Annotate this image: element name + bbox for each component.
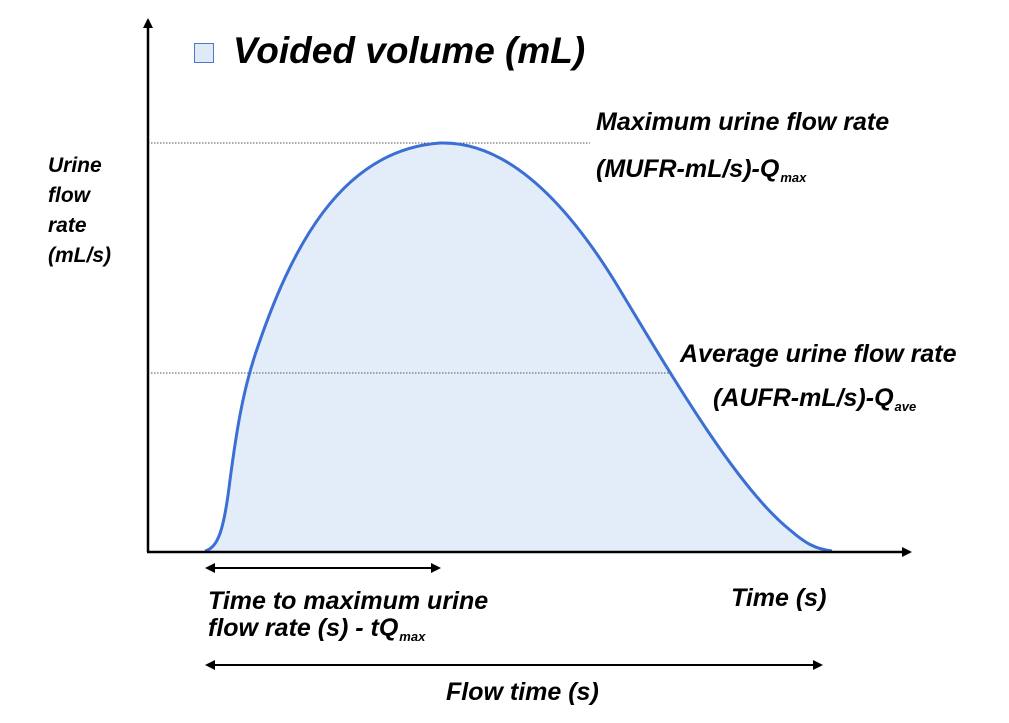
flow-curve bbox=[204, 141, 833, 553]
average-flow-label: Average urine flow rate bbox=[680, 340, 957, 368]
max-flow-subscript: max bbox=[780, 170, 807, 185]
time-to-max-abbrev-text: flow rate (s) - tQ bbox=[208, 614, 399, 642]
y-axis-label-line: rate bbox=[48, 214, 87, 237]
flow-time-label: Flow time (s) bbox=[446, 678, 599, 706]
max-flow-abbrev-text: (MUFR-mL/s)-Q bbox=[596, 155, 780, 183]
max-flow-label: Maximum urine flow rate bbox=[596, 108, 890, 136]
max-flow-abbrev: (MUFR-mL/s)-Qmax bbox=[596, 155, 806, 185]
x-axis-label: Time (s) bbox=[731, 584, 827, 612]
y-axis-label-line: Urine bbox=[48, 154, 102, 177]
average-flow-subscript: ave bbox=[894, 399, 917, 414]
average-flow-abbrev-text: (AUFR-mL/s)-Q bbox=[713, 384, 894, 412]
voided-volume-area bbox=[205, 142, 832, 552]
y-axis-label-line: flow bbox=[48, 184, 90, 207]
legend-label: Voided volume (mL) bbox=[233, 30, 586, 71]
time-to-max-label: Time to maximum urine bbox=[208, 587, 489, 615]
time-to-max-subscript: max bbox=[399, 629, 426, 644]
time-to-max-abbrev: flow rate (s) - tQmax bbox=[208, 614, 425, 644]
average-flow-abbrev: (AUFR-mL/s)-Qave bbox=[713, 384, 916, 414]
y-axis-label-line: (mL/s) bbox=[48, 244, 111, 267]
y-axis-label: Urine flow rate (mL/s) bbox=[48, 151, 111, 271]
legend-swatch bbox=[194, 43, 214, 63]
